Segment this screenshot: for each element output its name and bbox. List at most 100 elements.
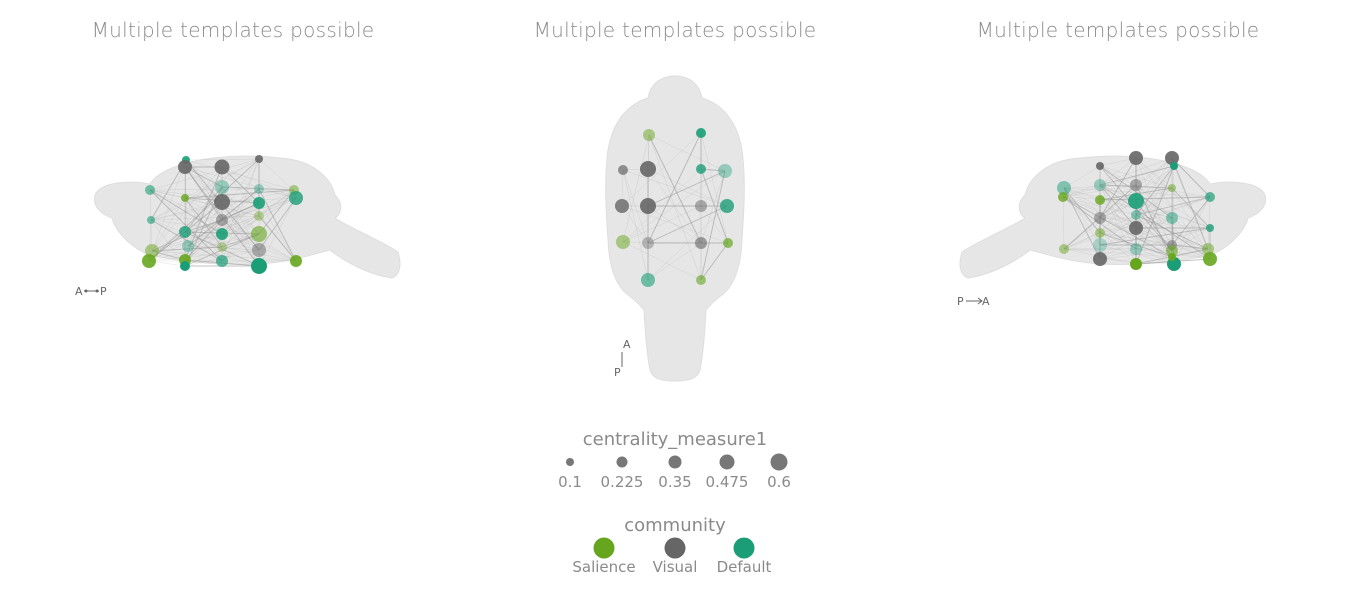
network-edge bbox=[1171, 196, 1211, 258]
network-node-visual bbox=[252, 243, 266, 257]
network-edge bbox=[1063, 165, 1101, 189]
network-edge bbox=[221, 186, 295, 191]
network-edge bbox=[184, 189, 295, 267]
network-node-default bbox=[254, 184, 264, 194]
brain-axial-center: A P bbox=[605, 75, 745, 382]
network-edge bbox=[184, 189, 295, 199]
network-edge bbox=[187, 245, 260, 251]
network-edge bbox=[621, 132, 702, 207]
network-edge bbox=[1171, 157, 1209, 250]
network-edge bbox=[1062, 196, 1173, 258]
network-edge bbox=[150, 158, 260, 221]
network-edge bbox=[258, 189, 295, 235]
network-edge bbox=[1135, 227, 1173, 252]
network-edge bbox=[1135, 214, 1173, 258]
community-swatch-salience bbox=[593, 537, 615, 559]
network-edge bbox=[221, 219, 260, 251]
network-edge bbox=[1135, 165, 1175, 202]
network-node-salience bbox=[643, 129, 655, 141]
network-edge bbox=[184, 166, 297, 199]
network-edge bbox=[1171, 244, 1209, 250]
network-edge bbox=[1135, 200, 1173, 252]
edges-right bbox=[1062, 157, 1211, 265]
orientation-label-a: A bbox=[623, 338, 631, 351]
network-edge bbox=[1063, 248, 1173, 258]
network-node-salience bbox=[254, 211, 264, 221]
network-node-salience bbox=[1168, 184, 1176, 192]
network-edge bbox=[1099, 165, 1211, 260]
orientation-label-p: P bbox=[614, 366, 621, 379]
network-edge bbox=[1063, 232, 1101, 250]
network-node-default bbox=[718, 164, 732, 178]
community-legend-title: community bbox=[624, 515, 726, 536]
network-edge bbox=[185, 159, 260, 267]
network-node-visual bbox=[214, 194, 230, 210]
network-edge bbox=[622, 241, 702, 281]
network-node-default bbox=[182, 240, 194, 252]
network-node-salience bbox=[142, 254, 156, 268]
network-node-visual bbox=[1096, 162, 1104, 170]
network-node-salience bbox=[1058, 192, 1068, 202]
network-edge bbox=[1063, 187, 1101, 260]
orientation-label-a: A bbox=[75, 285, 83, 298]
network-edge bbox=[622, 169, 649, 244]
network-edge bbox=[221, 202, 260, 235]
network-edge bbox=[150, 201, 223, 221]
community-label-visual: Visual bbox=[653, 558, 698, 576]
network-edge bbox=[148, 159, 187, 262]
size-legend-label: 0.1 bbox=[558, 473, 582, 491]
network-edge bbox=[1099, 184, 1137, 250]
network-edge bbox=[184, 197, 223, 248]
size-legend-label: 0.6 bbox=[767, 473, 791, 491]
network-node-salience bbox=[1203, 252, 1217, 266]
network-edge bbox=[1063, 187, 1173, 246]
network-edge bbox=[184, 159, 187, 267]
network-node-visual bbox=[214, 159, 230, 175]
network-edge bbox=[1099, 184, 1137, 265]
network-edge bbox=[149, 189, 223, 248]
network-edge bbox=[150, 219, 223, 262]
network-node-visual bbox=[615, 199, 629, 213]
network-node-salience bbox=[723, 238, 733, 248]
size-legend-dot bbox=[770, 453, 788, 471]
brain-sagittal-left: A P bbox=[75, 155, 401, 298]
network-node-default bbox=[1206, 224, 1214, 232]
network-edge bbox=[1063, 184, 1137, 189]
network-edge bbox=[647, 205, 702, 244]
network-edge bbox=[622, 170, 726, 243]
network-edge bbox=[258, 158, 295, 191]
network-edge bbox=[1135, 196, 1211, 216]
network-edge bbox=[184, 201, 223, 267]
network-edge bbox=[648, 134, 702, 281]
community-swatch-default bbox=[733, 537, 755, 559]
orientation-marker-left: A P bbox=[75, 285, 107, 298]
network-edge bbox=[184, 197, 297, 261]
network-node-visual bbox=[1093, 252, 1107, 266]
network-edge bbox=[149, 189, 223, 235]
orientation-label-p: P bbox=[100, 285, 107, 298]
network-node-default bbox=[1170, 162, 1178, 170]
network-edge bbox=[221, 189, 295, 262]
edges-left bbox=[148, 158, 297, 267]
network-edge bbox=[1062, 196, 1065, 250]
network-node-salience bbox=[251, 226, 267, 242]
panel-title-left: Multiple templates possible bbox=[91, 18, 375, 42]
network-edge bbox=[1171, 196, 1211, 246]
network-node-salience bbox=[1095, 228, 1105, 238]
network-edge bbox=[221, 166, 260, 204]
network-edge bbox=[221, 215, 260, 235]
network-node-default bbox=[1205, 192, 1215, 202]
network-edge bbox=[184, 197, 223, 235]
network-node-default bbox=[696, 164, 706, 174]
size-legend: centrality_measure1 0.1 0.225 0.35 0.475… bbox=[558, 429, 791, 491]
network-edge bbox=[151, 197, 186, 252]
network-node-salience bbox=[1059, 244, 1069, 254]
size-legend-dot bbox=[566, 458, 574, 466]
network-edge bbox=[221, 158, 260, 262]
size-legend-label: 0.35 bbox=[658, 473, 691, 491]
network-node-salience bbox=[616, 235, 630, 249]
network-edge bbox=[1135, 157, 1211, 229]
network-edge bbox=[184, 219, 223, 233]
network-edge bbox=[258, 215, 297, 262]
network-edge bbox=[1062, 165, 1175, 198]
